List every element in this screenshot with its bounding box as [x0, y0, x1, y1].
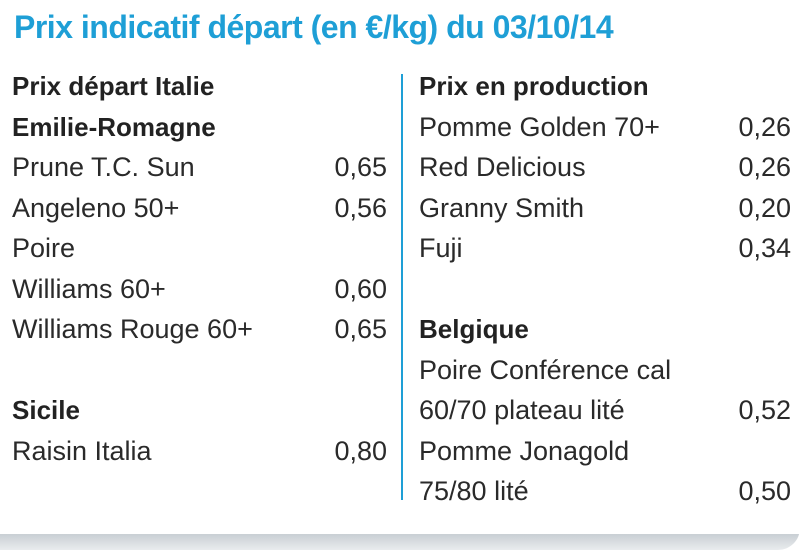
product-label: Fuji — [419, 233, 463, 263]
price-value: 0,56 — [334, 192, 387, 223]
price-value: 0,34 — [738, 233, 791, 263]
heading-belgique: Belgique — [419, 314, 529, 344]
price-row: Raisin Italia 0,80 — [12, 431, 387, 472]
product-label: Poire — [12, 233, 76, 263]
product-label: Pomme Jonagold — [419, 435, 630, 466]
section-heading: Emilie-Romagne — [12, 107, 387, 148]
product-label: 75/80 lité — [419, 476, 529, 506]
section-heading: Prix en production — [419, 66, 791, 107]
heading-emilie-romagne: Emilie-Romagne — [12, 111, 216, 142]
section-heading: Sicile — [12, 390, 387, 431]
price-row: Poire — [12, 228, 387, 269]
price-value: 0,65 — [334, 314, 387, 344]
price-value: 0,20 — [738, 192, 791, 223]
price-row: Williams 60+ 0,60 — [12, 269, 387, 310]
price-row: Fuji 0,34 — [419, 228, 791, 269]
spacer — [419, 269, 791, 310]
price-row: 60/70 plateau lité 0,52 — [419, 390, 791, 431]
page-title: Prix indicatif départ (en €/kg) du 03/10… — [14, 9, 614, 45]
column-divider — [401, 74, 403, 500]
heading-sicile: Sicile — [12, 395, 80, 425]
price-value: 0,60 — [334, 273, 387, 304]
product-label: Pomme Golden 70+ — [419, 111, 660, 142]
product-label: Granny Smith — [419, 192, 585, 223]
spacer — [12, 350, 387, 391]
price-value: 0,65 — [334, 152, 387, 182]
price-value: 0,50 — [738, 476, 791, 506]
product-label: Williams Rouge 60+ — [12, 314, 253, 344]
heading-production: Prix en production — [419, 71, 649, 101]
product-label: Angeleno 50+ — [12, 192, 180, 223]
heading-italie: Prix départ Italie — [12, 71, 215, 101]
price-row: Poire Conférence cal — [419, 350, 791, 391]
section-heading: Belgique — [419, 309, 791, 350]
price-row: Red Delicious 0,26 — [419, 147, 791, 188]
price-row: 75/80 lité 0,50 — [419, 471, 791, 512]
price-value: 0,26 — [738, 152, 791, 182]
left-column: Prix départ Italie Emilie-Romagne Prune … — [12, 66, 387, 471]
price-row: Williams Rouge 60+ 0,65 — [12, 309, 387, 350]
price-row: Prune T.C. Sun 0,65 — [12, 147, 387, 188]
price-value: 0,80 — [334, 435, 387, 466]
product-label: Williams 60+ — [12, 273, 166, 304]
price-value: 0,52 — [738, 395, 791, 425]
product-label: 60/70 plateau lité — [419, 395, 625, 425]
price-row: Granny Smith 0,20 — [419, 188, 791, 229]
price-row: Pomme Golden 70+ 0,26 — [419, 107, 791, 148]
product-label: Prune T.C. Sun — [12, 152, 195, 182]
product-label: Poire Conférence cal — [419, 354, 672, 385]
price-panel — [0, 54, 800, 534]
price-row: Angeleno 50+ 0,56 — [12, 188, 387, 229]
product-label: Raisin Italia — [12, 435, 152, 466]
price-value: 0,26 — [738, 111, 791, 142]
panel-bottom — [0, 505, 800, 531]
price-row: Pomme Jonagold — [419, 431, 791, 472]
section-heading: Prix départ Italie — [12, 66, 387, 107]
right-column: Prix en production Pomme Golden 70+ 0,26… — [419, 66, 791, 512]
product-label: Red Delicious — [419, 152, 586, 182]
